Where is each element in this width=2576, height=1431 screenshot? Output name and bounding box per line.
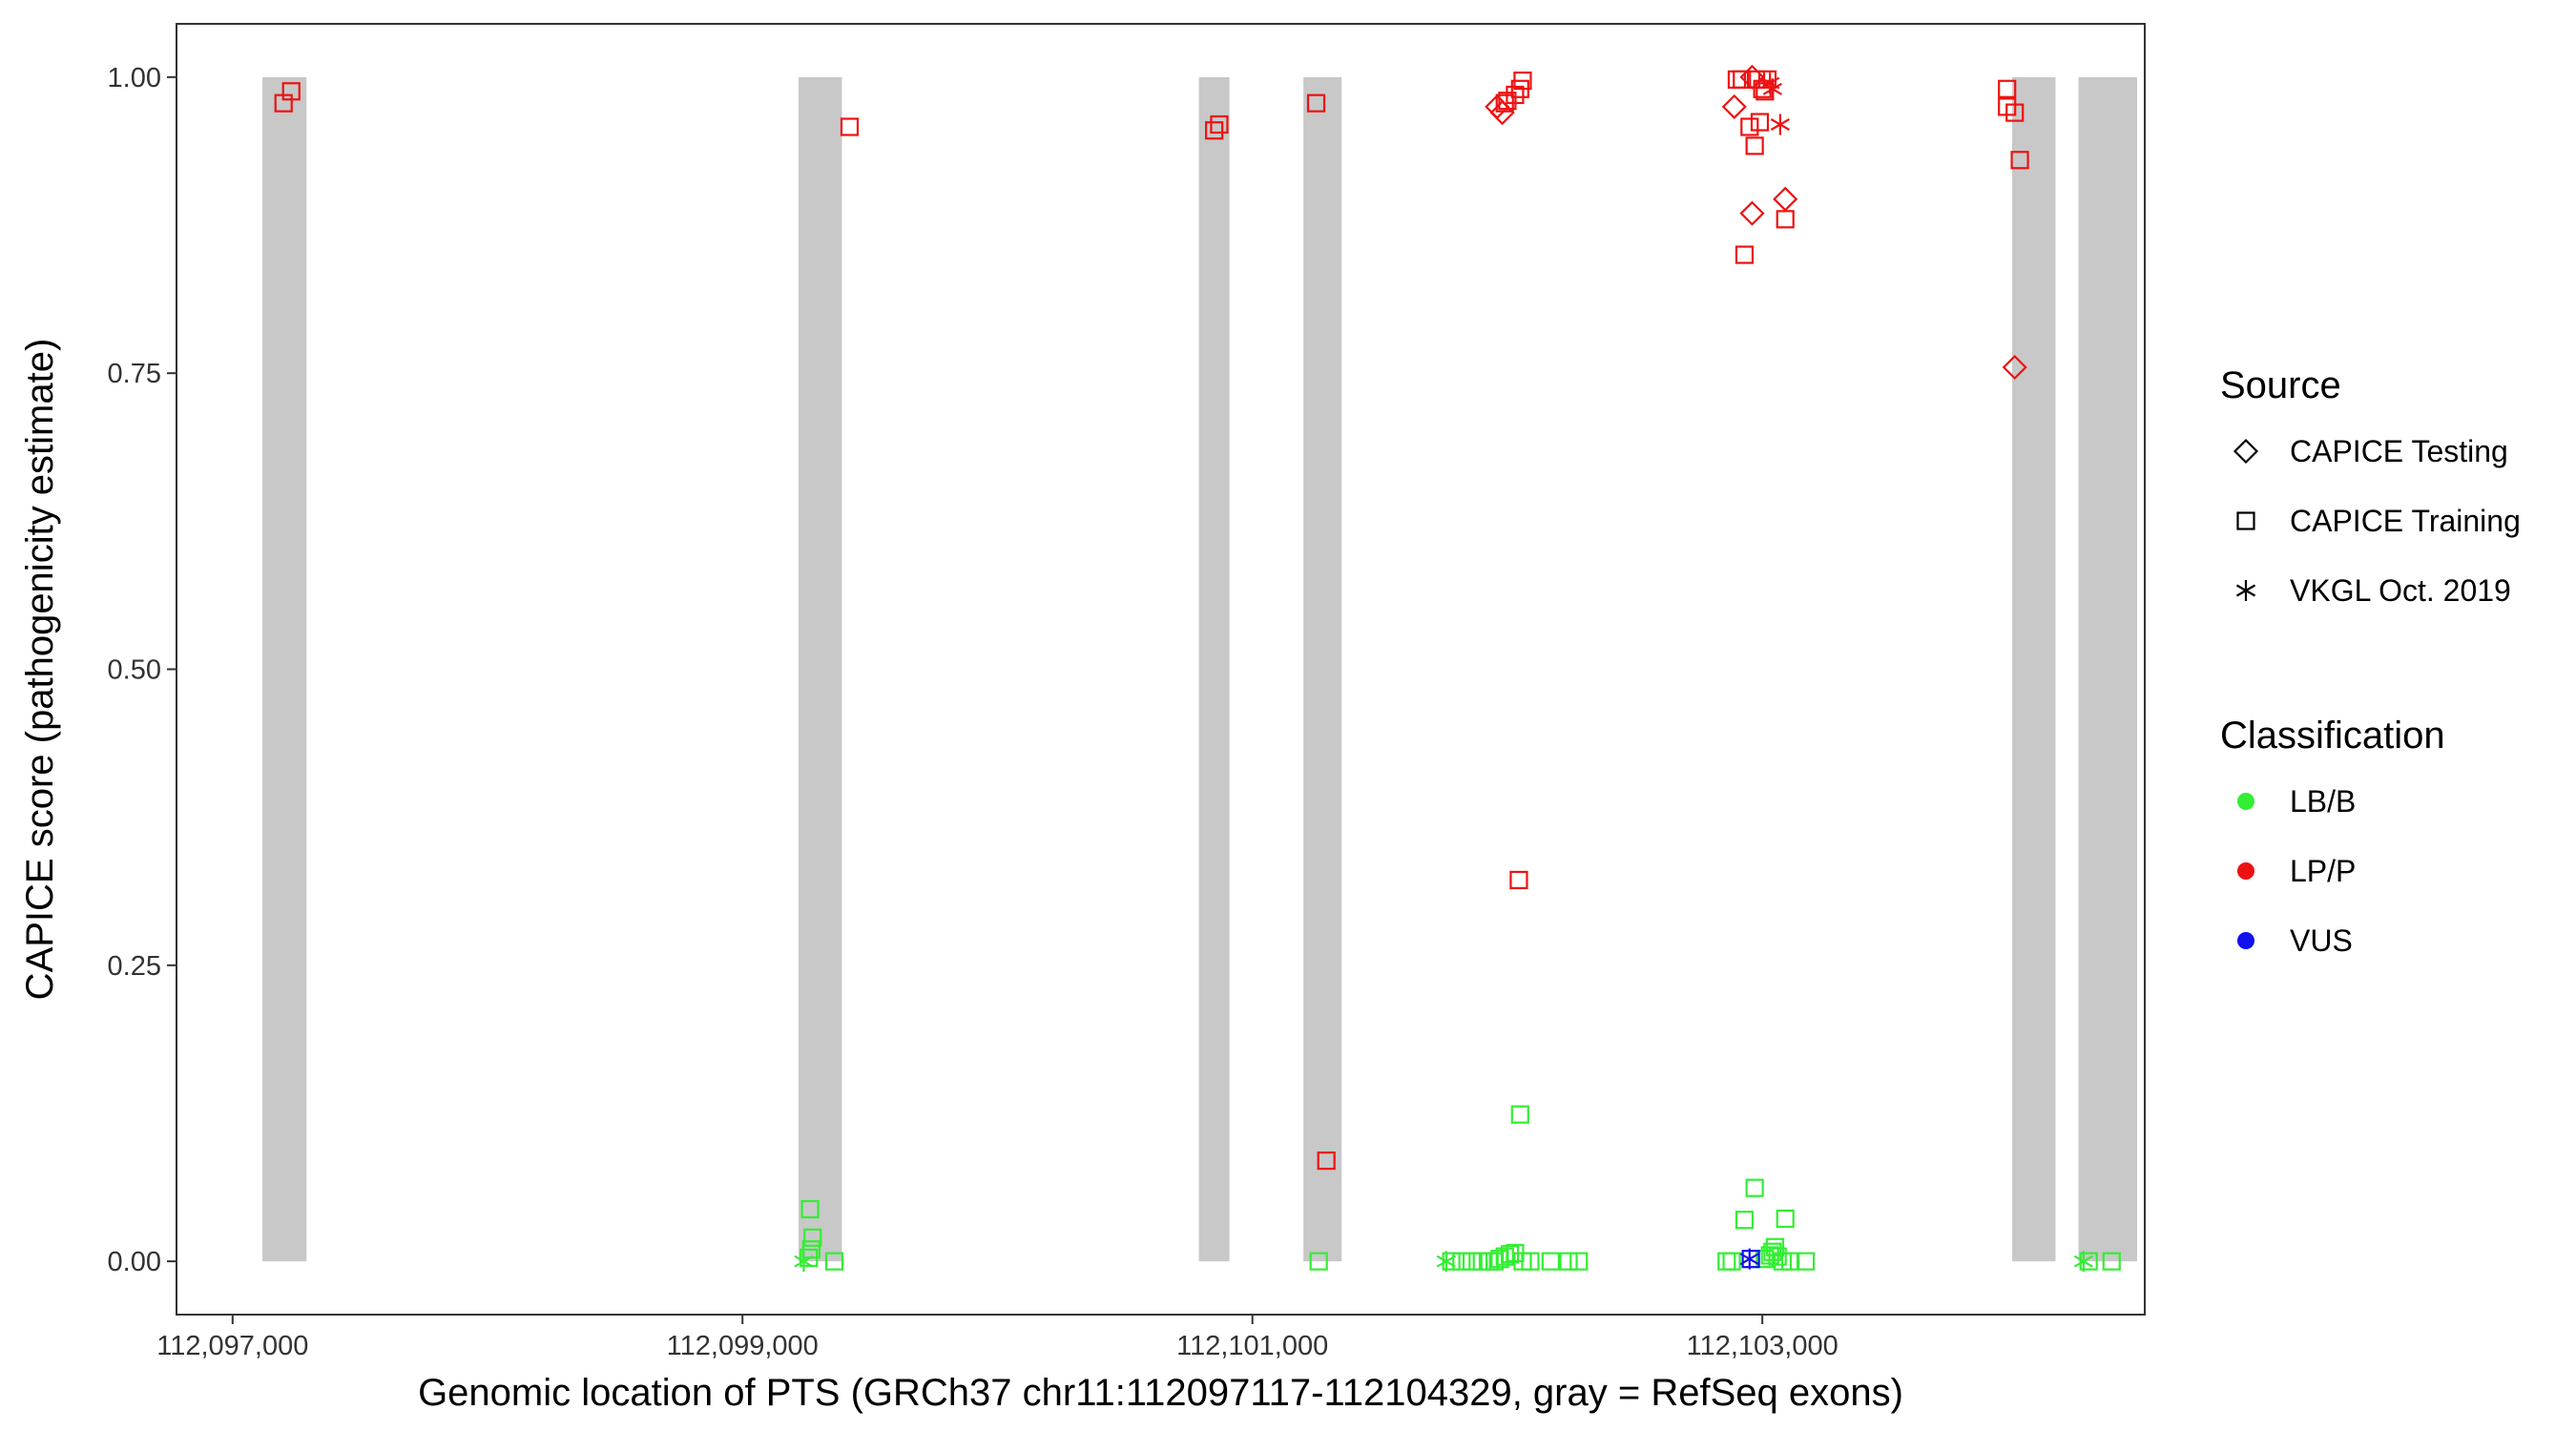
x-tick-label: 112,103,000 (1687, 1331, 1839, 1361)
data-point (1776, 1209, 1795, 1229)
data-point (824, 1252, 844, 1271)
data-point (1317, 1151, 1336, 1171)
data-point (2005, 103, 2025, 122)
data-point (1773, 186, 1798, 212)
y-tick-label: 0.50 (108, 655, 161, 686)
data-point (1998, 79, 2017, 98)
x-tick-label: 112,099,000 (667, 1331, 819, 1361)
exon-band (2012, 76, 2056, 1262)
data-point (1521, 1252, 1540, 1271)
exon-band (1198, 76, 1230, 1262)
data-point (1741, 1250, 1760, 1269)
data-point (840, 117, 860, 136)
data-point (1735, 245, 1755, 264)
data-point (1770, 114, 1790, 135)
legend-class-key (2237, 862, 2254, 880)
data-point (803, 1228, 822, 1247)
data-point (1745, 136, 1764, 156)
data-point (2002, 354, 2027, 381)
legend-class-label: VUS (2290, 923, 2353, 958)
legend-classification-title: Classification (2220, 715, 2445, 757)
y-tick-label: 1.00 (108, 63, 161, 93)
data-point (1745, 1178, 1764, 1197)
data-point (800, 1199, 820, 1219)
y-tick-label: 0.00 (108, 1247, 161, 1277)
data-point (1559, 1252, 1578, 1271)
data-point (1569, 1252, 1589, 1271)
data-point (1762, 78, 1782, 100)
x-tick-label: 112,097,000 (156, 1331, 308, 1361)
legend-class-label: LB/B (2290, 784, 2356, 819)
data-point (1735, 1211, 1755, 1230)
data-point (281, 82, 301, 101)
data-point (1513, 71, 1532, 91)
data-point (2010, 151, 2029, 170)
data-point (1721, 93, 1747, 119)
data-point (1442, 1252, 1461, 1271)
legend-source-title: Source (2220, 364, 2341, 406)
data-point (2073, 1251, 2093, 1273)
exon-band (799, 76, 842, 1262)
legend-source-label: CAPICE Testing (2290, 434, 2508, 468)
data-point (2102, 1252, 2121, 1271)
data-point (1495, 1247, 1514, 1266)
x-tick-label: 112,101,000 (1176, 1331, 1328, 1361)
data-point (1541, 1252, 1560, 1271)
data-point (1739, 200, 1765, 226)
data-point (1436, 1251, 1456, 1273)
y-tick-label: 0.25 (108, 951, 161, 982)
exon-bands (262, 76, 2137, 1262)
exon-band (262, 76, 307, 1262)
data-point (1740, 117, 1759, 136)
data-point (1776, 210, 1795, 229)
legend-class-key (2237, 932, 2254, 949)
data-point (1509, 870, 1528, 890)
y-tick-label: 0.75 (108, 359, 161, 389)
data-point (1309, 1252, 1328, 1271)
data-point (1306, 93, 1326, 113)
x-axis: 112,097,000 112,099,000 112,101,000 112,103… (156, 1315, 1839, 1361)
y-axis-title: CAPICE score (pathogenicity estimate) (19, 339, 61, 1001)
legend-classification-items: LB/B LP/P VUS (2237, 784, 2356, 958)
x-axis-title: Genomic location of PTS (GRCh37 chr11:11… (418, 1372, 1903, 1414)
legend-source-items: CAPICE Testing CAPICE Training VKGL Oct. 2… (2233, 434, 2521, 608)
exon-band (2078, 76, 2137, 1262)
legend-class-key (2237, 793, 2254, 810)
data-point (2079, 1252, 2098, 1271)
data-point (1763, 1242, 1782, 1261)
data-point (1717, 1252, 1736, 1271)
legend-class-label: LP/P (2290, 854, 2356, 888)
data-point (1733, 70, 1752, 89)
data-point (1452, 1252, 1471, 1271)
legend-source-key (2235, 580, 2256, 601)
data-point (1750, 113, 1770, 132)
data-point (1796, 1252, 1816, 1271)
y-axis: 0.00 0.25 0.50 0.75 1.00 (108, 63, 177, 1277)
data-point (1462, 1252, 1482, 1271)
exon-band (1303, 76, 1342, 1262)
legend: Source CAPICE Testing CAPICE Training VKGL… (2220, 364, 2521, 958)
data-point (801, 1240, 821, 1259)
data-point (1205, 121, 1224, 140)
data-point (1210, 114, 1229, 135)
legend-source-label: CAPICE Training (2290, 504, 2521, 538)
data-point (1510, 1105, 1529, 1124)
legend-source-key (2236, 511, 2255, 530)
data-point (1722, 1252, 1741, 1271)
data-point (1768, 1247, 1787, 1266)
legend-source-label: VKGL Oct. 2019 (2290, 573, 2511, 608)
data-points (274, 64, 2121, 1273)
legend-source-key (2233, 438, 2259, 465)
plot-panel-border (176, 23, 2146, 1316)
